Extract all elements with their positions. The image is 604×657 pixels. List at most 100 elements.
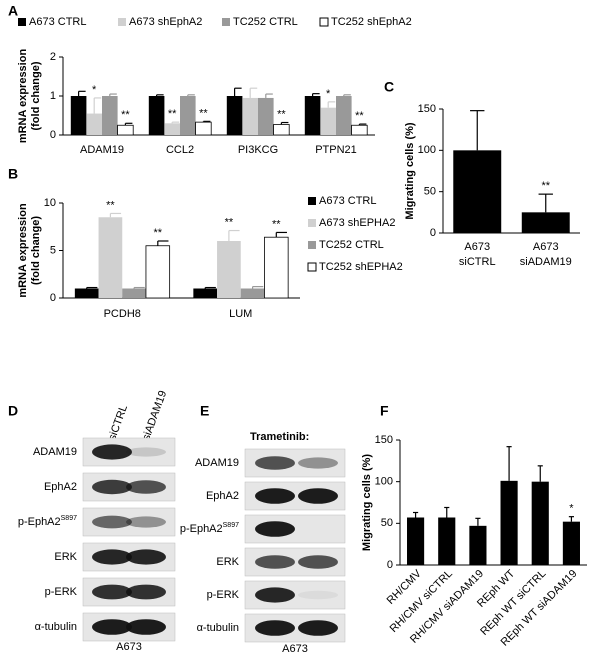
bar xyxy=(226,96,243,135)
x-tick-label: siADAM19 xyxy=(520,256,572,268)
error-bar xyxy=(109,212,122,218)
bar xyxy=(264,236,289,299)
blot-band xyxy=(92,479,132,495)
blot-band xyxy=(126,516,166,528)
error-bar xyxy=(280,121,289,125)
bar xyxy=(195,121,212,136)
error-bar xyxy=(538,193,553,213)
x-tick-label: ADAM19 xyxy=(80,144,124,156)
bar xyxy=(438,517,456,565)
blot-band xyxy=(255,555,295,569)
bar xyxy=(258,97,274,135)
blot-band xyxy=(92,584,132,600)
error-bar xyxy=(470,110,485,151)
panel-label: B xyxy=(8,166,18,182)
blot-band xyxy=(298,457,338,469)
blot-band xyxy=(126,584,166,600)
legend-swatch xyxy=(308,197,316,205)
y-axis-title: (fold change) xyxy=(30,61,42,130)
significance: ** xyxy=(154,227,163,239)
bar xyxy=(180,96,196,135)
y-tick-label: 50 xyxy=(381,517,393,529)
significance: * xyxy=(569,503,574,515)
blot-band xyxy=(126,619,166,635)
bar xyxy=(193,288,218,298)
legend-swatch xyxy=(18,18,26,26)
blot-row-label: ERK xyxy=(54,551,77,563)
bar xyxy=(102,96,118,135)
legend-label: TC252 CTRL xyxy=(233,16,298,28)
significance: * xyxy=(326,88,331,100)
blot-column-label: siADAM19 xyxy=(140,389,169,442)
panel-label: D xyxy=(8,403,18,419)
error-bar xyxy=(265,93,273,98)
error-bar xyxy=(358,123,367,126)
bar xyxy=(351,124,368,136)
legend-label: TC252 shEPHA2 xyxy=(319,261,403,273)
y-tick-label: 0 xyxy=(50,129,56,141)
x-tick-label: A673 xyxy=(464,241,490,253)
blot-band xyxy=(255,456,295,470)
error-bar xyxy=(444,506,450,518)
blot-caption: A673 xyxy=(282,643,308,655)
significance: ** xyxy=(168,108,177,120)
legend-swatch xyxy=(118,18,126,26)
blot-band xyxy=(92,515,132,529)
bar xyxy=(74,288,99,298)
error-bar xyxy=(413,511,419,518)
error-bar xyxy=(475,517,481,526)
blot-row-label: α-tubulin xyxy=(35,621,77,633)
bar xyxy=(242,97,258,135)
bar xyxy=(145,245,171,299)
y-axis-title: Migrating cells (%) xyxy=(361,454,373,552)
legend-label: A673 shEPHA2 xyxy=(319,217,395,229)
y-tick-label: 150 xyxy=(418,103,436,115)
legend-swatch xyxy=(308,219,316,227)
bar xyxy=(86,113,102,135)
error-bar xyxy=(343,94,351,96)
y-tick-label: 100 xyxy=(375,476,393,488)
blot-row-label: p-EphA2S897 xyxy=(18,515,77,528)
error-bar xyxy=(204,286,216,289)
blot-band xyxy=(298,488,338,504)
blot-row-name: ADAM19 xyxy=(33,446,77,458)
blot-band xyxy=(255,488,295,504)
y-axis-title: mRNA expression xyxy=(17,203,29,298)
legend-label: TC252 shEphA2 xyxy=(331,16,412,28)
error-bar xyxy=(171,121,180,124)
significance: ** xyxy=(225,216,234,228)
panel-label: E xyxy=(200,403,209,419)
blot-row-label: p-ERK xyxy=(207,589,240,601)
blot-band xyxy=(298,555,338,569)
blot-band xyxy=(92,444,132,460)
bar xyxy=(320,107,336,135)
significance: ** xyxy=(106,199,115,211)
bar xyxy=(164,123,180,135)
error-bar xyxy=(506,446,512,481)
error-bar xyxy=(77,90,86,96)
x-tick-label: A673 xyxy=(533,241,559,253)
y-axis-title: mRNA expression xyxy=(17,49,29,144)
y-tick-label: 2 xyxy=(50,51,56,63)
y-tick-label: 0 xyxy=(387,559,393,571)
bar xyxy=(98,217,123,298)
panel-label: F xyxy=(380,403,389,419)
panel-label: C xyxy=(384,79,394,95)
blot-row-name: p-EphA2 xyxy=(180,523,223,535)
blot-row-name: p-ERK xyxy=(45,586,78,598)
blot-row-label: p-ERK xyxy=(45,586,78,598)
blot-row-label: EphA2 xyxy=(44,481,77,493)
legend-label: A673 CTRL xyxy=(29,16,86,28)
significance: * xyxy=(92,84,97,96)
blot-row-name: α-tubulin xyxy=(35,621,77,633)
bar xyxy=(469,525,487,565)
legend-label: TC252 CTRL xyxy=(319,239,384,251)
error-bar xyxy=(157,240,169,246)
legend-swatch xyxy=(319,17,329,27)
x-tick-label: PCDH8 xyxy=(104,308,141,320)
significance: ** xyxy=(277,108,286,120)
blot-row-name: p-EphA2 xyxy=(18,516,61,528)
blot-row-label: ADAM19 xyxy=(33,446,77,458)
blot-row-name: α-tubulin xyxy=(197,622,239,634)
